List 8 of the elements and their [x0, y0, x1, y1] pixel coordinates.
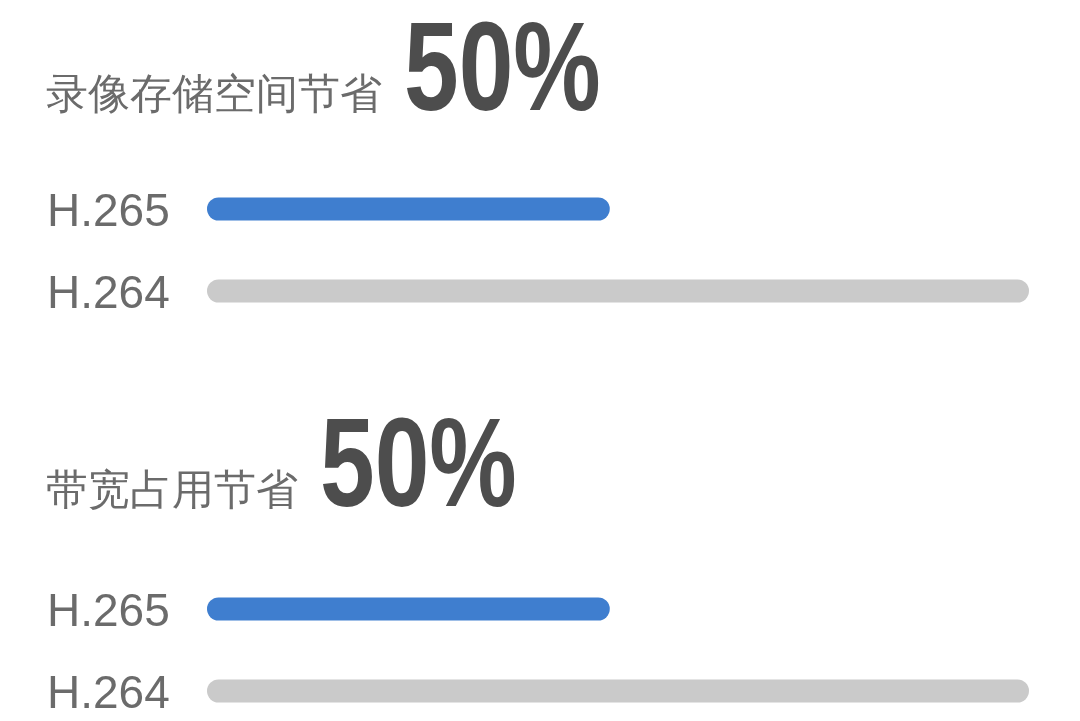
chart-title: 录像存储空间节省 [46, 70, 382, 117]
y-tick-label: H.265 [47, 183, 170, 236]
y-tick-label: H.264 [47, 665, 170, 718]
chart-subtitle: 50% [320, 392, 573, 533]
y-tick-label: H.264 [47, 265, 170, 318]
y-tick-label: H.265 [47, 583, 170, 636]
chart-subtitle: 50% [404, 0, 657, 137]
chart-title: 带宽占用节省 [46, 466, 298, 513]
